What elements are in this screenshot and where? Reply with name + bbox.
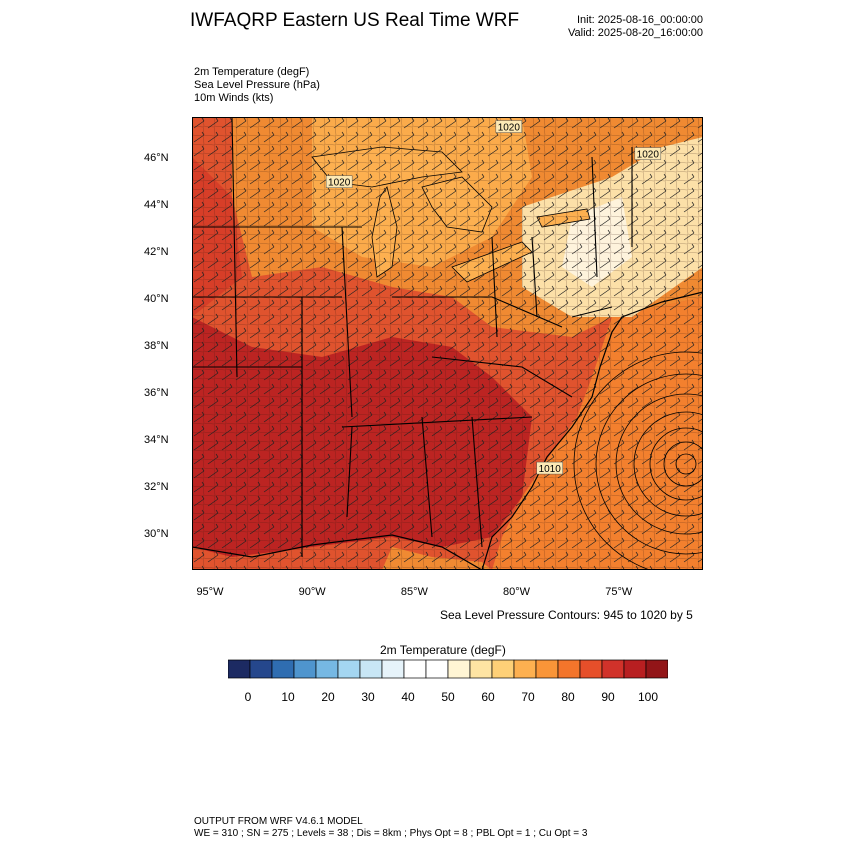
colorbar-cell — [557, 659, 581, 679]
colorbar-cell — [381, 659, 405, 679]
lon-tick-label: 75°W — [605, 586, 633, 598]
colorbar-label: 30 — [361, 690, 375, 704]
colorbar-cell — [469, 659, 493, 679]
contour-label: 1010 — [539, 464, 562, 475]
colorbar-cell — [579, 659, 603, 679]
model-footer: OUTPUT FROM WRF V4.6.1 MODEL — [194, 816, 363, 827]
plot-title: IWFAQRP Eastern US Real Time WRF — [190, 10, 520, 31]
lon-tick-label: 95°W — [196, 586, 224, 598]
colorbar-cell — [249, 659, 273, 679]
colorbar-label: 80 — [561, 690, 575, 704]
colorbar-label: 70 — [521, 690, 535, 704]
field-label-winds: 10m Winds (kts) — [194, 92, 274, 104]
colorbar-cell — [293, 659, 317, 679]
map-frame — [192, 117, 703, 570]
state-borders — [192, 117, 633, 557]
contour-label: 1020 — [328, 178, 351, 189]
contour-label-box — [536, 461, 563, 475]
lat-tick-label: 46°N — [144, 152, 169, 165]
contour-label-box — [325, 175, 353, 188]
contour-label-box — [634, 147, 662, 160]
lon-tick-label: 90°W — [298, 586, 326, 598]
lat-tick-label: 42°N — [144, 246, 169, 259]
colorbar-cell — [359, 659, 383, 679]
lat-tick-label: 44°N — [144, 199, 169, 212]
gulf-coastline — [192, 534, 483, 570]
lat-tick-label: 40°N — [144, 293, 169, 306]
colorbar-cell — [535, 659, 559, 679]
field-label-temperature: 2m Temperature (degF) — [194, 66, 310, 78]
colorbar-label: 60 — [481, 690, 495, 704]
lon-tick-label: 80°W — [503, 586, 531, 598]
contour-label: 1020 — [637, 150, 660, 161]
colorbar-cell — [228, 659, 251, 679]
colorbar-label: 0 — [245, 690, 252, 704]
colorbar-cell — [601, 659, 625, 679]
colorbar-label: 40 — [401, 690, 415, 704]
lat-tick-label: 32°N — [144, 480, 169, 493]
colorbar-cell — [337, 659, 361, 679]
lat-tick-label: 38°N — [144, 340, 169, 353]
colorbar-cell — [447, 659, 471, 679]
colorbar-cell — [315, 659, 339, 679]
coastline — [481, 291, 703, 570]
contour-label-box — [495, 120, 523, 133]
colorbar-cell — [645, 659, 668, 679]
colorbar: 0 10 20 30 40 50 60 70 80 90 100 — [228, 659, 668, 704]
colorbar-label: 20 — [321, 690, 335, 704]
valid-time: Valid: 2025-08-20_16:00:00 — [568, 27, 703, 39]
colorbar-title: 2m Temperature (degF) — [380, 643, 506, 657]
lat-tick-label: 30°N — [144, 527, 169, 540]
lon-tick-label: 85°W — [400, 586, 428, 598]
init-time: Init: 2025-08-16_00:00:00 — [577, 14, 703, 26]
low-pressure-center — [573, 351, 703, 570]
colorbar-cell — [271, 659, 295, 679]
lat-tick-label: 36°N — [144, 386, 169, 399]
colorbar-label: 50 — [441, 690, 455, 704]
colorbar-cell — [425, 659, 449, 679]
contour-note: Sea Level Pressure Contours: 945 to 1020… — [440, 608, 693, 622]
colorbar-cell — [491, 659, 515, 679]
colorbar-label: 90 — [601, 690, 615, 704]
colorbar-label: 100 — [638, 690, 658, 704]
colorbar-label: 10 — [281, 690, 295, 704]
colorbar-cell — [623, 659, 647, 679]
lat-tick-label: 34°N — [144, 433, 169, 446]
colorbar-cell — [403, 659, 427, 679]
field-label-pressure: Sea Level Pressure (hPa) — [194, 79, 320, 91]
colorbar-cell — [513, 659, 537, 679]
model-config-footer: WE = 310 ; SN = 275 ; Levels = 38 ; Dis … — [194, 828, 588, 839]
contour-label: 1020 — [498, 123, 521, 134]
weather-map: 1020 1020 1020 1010 — [192, 117, 703, 570]
